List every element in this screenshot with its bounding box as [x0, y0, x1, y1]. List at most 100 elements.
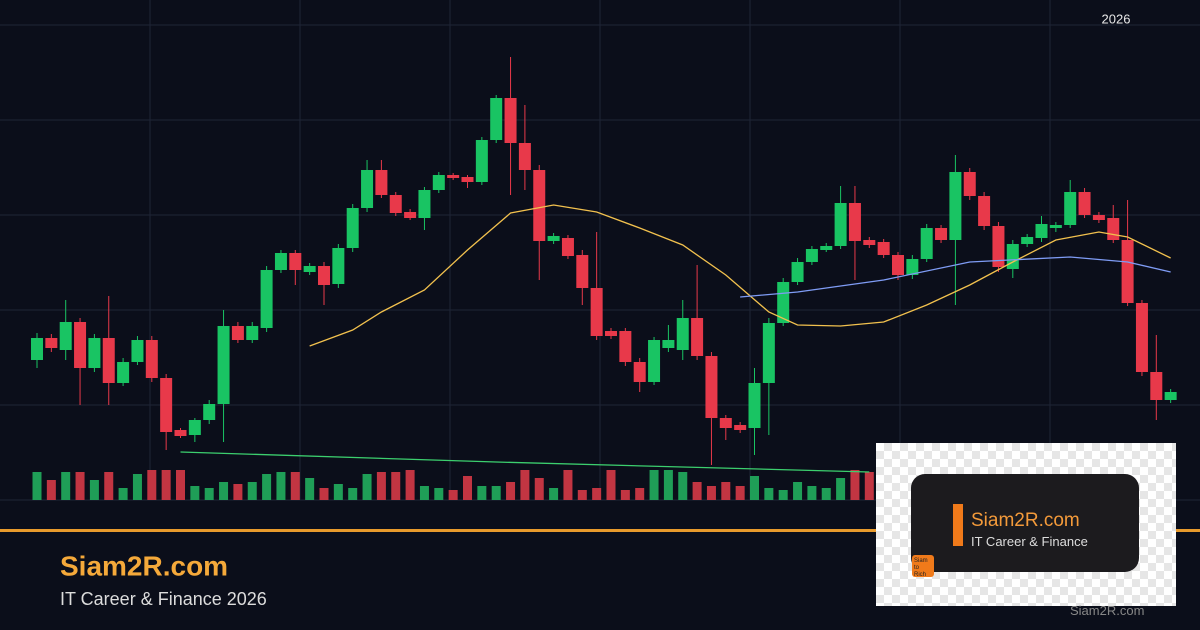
- candle-body: [1021, 237, 1034, 244]
- candle-body: [719, 418, 732, 428]
- volume-bar: [606, 470, 616, 500]
- candle-body: [289, 253, 302, 270]
- volume-bar: [391, 472, 401, 500]
- volume-bar: [75, 472, 85, 500]
- candle-body: [978, 196, 991, 226]
- candle-body: [992, 226, 1005, 267]
- candle-body: [734, 425, 747, 430]
- candle-body: [203, 404, 216, 420]
- volume-bar: [219, 482, 229, 500]
- plot: [31, 57, 1177, 500]
- candle-body: [633, 362, 646, 382]
- badge: Siam to Rich: [912, 555, 934, 577]
- volume-bar: [534, 478, 544, 500]
- candle-body: [475, 140, 488, 182]
- candle-body: [375, 170, 388, 195]
- candle-body: [188, 420, 201, 435]
- candle-body: [59, 322, 72, 350]
- logo-bar: [953, 504, 963, 546]
- volume-bar: [850, 470, 860, 500]
- candle-body: [762, 323, 775, 383]
- volume-bar: [362, 474, 372, 500]
- candle-body: [877, 242, 890, 255]
- candle-body: [361, 170, 374, 208]
- volume-bar: [176, 470, 185, 500]
- volume-bar: [448, 490, 458, 500]
- candle-body: [1121, 240, 1134, 303]
- volume-bar: [89, 480, 99, 500]
- volume-bar: [419, 486, 429, 500]
- volume-bar: [620, 490, 630, 500]
- candle-body: [31, 338, 43, 360]
- volume-bar: [46, 480, 56, 500]
- candle-body: [619, 331, 632, 362]
- volume-bar: [577, 490, 587, 500]
- candle-body: [1135, 303, 1148, 372]
- logo-card: Siam2R.com IT Career & Finance Siam to R…: [876, 443, 1176, 606]
- volume-bar: [434, 488, 444, 500]
- candle-body: [346, 208, 359, 248]
- brand-subtitle: IT Career & Finance 2026: [60, 589, 267, 609]
- volume-bar: [735, 486, 745, 500]
- candle-body: [576, 255, 589, 288]
- volume-bar: [276, 472, 286, 500]
- volume-bar: [161, 470, 171, 500]
- candle-body: [231, 326, 244, 340]
- candle-body: [490, 98, 503, 140]
- card-title: Siam2R.com: [971, 510, 1080, 531]
- volume-bar: [793, 482, 803, 500]
- candle-body: [389, 195, 402, 213]
- candle-body: [561, 238, 574, 256]
- card-subtitle: IT Career & Finance: [971, 534, 1088, 549]
- candle-body: [1092, 215, 1105, 220]
- volume-bar: [750, 476, 759, 500]
- candle-body: [805, 249, 818, 262]
- volume-bar: [319, 488, 329, 500]
- volume-bar: [491, 486, 501, 500]
- candle-body: [131, 340, 144, 362]
- candle-body: [74, 322, 87, 368]
- candle-body: [848, 203, 861, 241]
- volume-bar: [778, 490, 788, 500]
- volume-bar: [463, 476, 472, 500]
- candle-body: [676, 318, 689, 350]
- candle-body: [906, 259, 919, 275]
- candle-body: [102, 338, 115, 383]
- volume-bar: [506, 482, 516, 500]
- candle-body: [404, 212, 417, 218]
- candle-body: [504, 98, 517, 143]
- candle-body: [748, 383, 761, 428]
- volume-bar: [233, 484, 243, 500]
- candle-body: [318, 266, 330, 285]
- candle-body: [1049, 225, 1062, 228]
- candle-body: [547, 236, 560, 241]
- candle-body: [518, 143, 531, 170]
- candle-body: [332, 248, 345, 284]
- volume-bar: [132, 474, 142, 500]
- candle-body: [1035, 224, 1048, 238]
- indicator-line: [180, 451, 870, 473]
- volume-bar: [649, 470, 659, 500]
- volume-bar: [61, 472, 71, 500]
- candle-body: [935, 228, 948, 240]
- candle-body: [963, 172, 976, 196]
- candle-body: [1107, 218, 1120, 240]
- divider: [0, 529, 1200, 532]
- candle-body: [174, 430, 187, 436]
- volume-bar: [821, 488, 831, 500]
- candle-body: [920, 228, 933, 259]
- volume-bar: [305, 478, 315, 500]
- candle-body: [590, 288, 603, 336]
- candle-body: [834, 203, 847, 246]
- candle-body: [418, 190, 431, 218]
- candle-body: [274, 253, 287, 270]
- candle-body: [1164, 392, 1177, 400]
- volume-bar: [692, 482, 702, 500]
- year-label: 2026: [1102, 11, 1131, 26]
- volume-bar: [864, 472, 874, 500]
- volume-bar: [405, 470, 415, 500]
- candle-body: [863, 240, 876, 245]
- volume-bar: [807, 486, 817, 500]
- candle-body: [246, 326, 259, 340]
- indicator-line: [740, 256, 1171, 298]
